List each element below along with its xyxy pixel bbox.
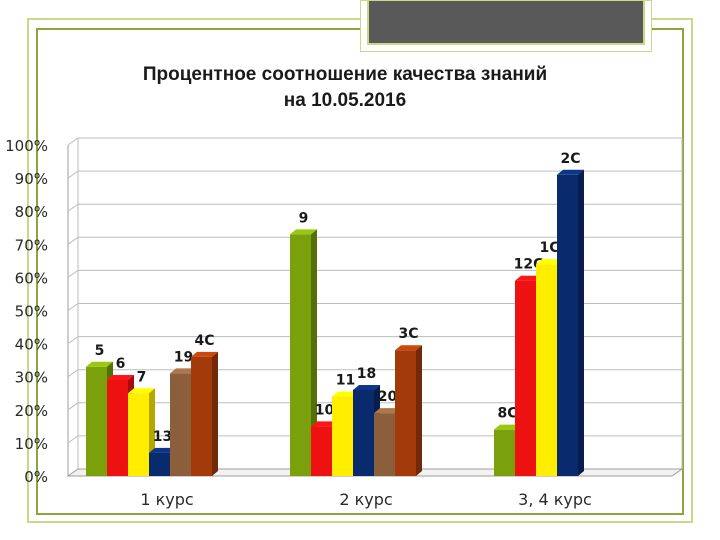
y-tick-label: 0% bbox=[24, 468, 48, 486]
y-tick-label: 90% bbox=[15, 170, 48, 188]
bar bbox=[395, 350, 416, 476]
bar-top bbox=[494, 424, 521, 430]
bar-data-label: 18 bbox=[357, 366, 376, 382]
y-tick-label: 40% bbox=[15, 336, 48, 354]
x-category-label: 1 курс bbox=[140, 490, 193, 509]
bar-data-label: 4С bbox=[194, 333, 214, 349]
bar-data-label: 5 bbox=[95, 343, 105, 359]
decorative-header-fill bbox=[367, 1, 645, 45]
bar bbox=[149, 452, 170, 476]
gridline bbox=[67, 170, 682, 179]
bar-top bbox=[191, 351, 218, 357]
y-tick-label: 80% bbox=[15, 203, 48, 221]
bar-top bbox=[536, 259, 563, 265]
bar bbox=[557, 174, 578, 477]
bar-top bbox=[128, 388, 155, 394]
bar-top bbox=[395, 345, 422, 351]
decorative-header-block bbox=[360, 0, 652, 52]
bar-data-label: 1С bbox=[539, 240, 559, 256]
bar-top bbox=[107, 375, 134, 381]
gridline bbox=[67, 303, 682, 311]
bar-top bbox=[86, 361, 113, 367]
bar-data-label: 3С bbox=[398, 326, 418, 342]
bar-data-label: 13 bbox=[153, 429, 172, 445]
bar-top bbox=[311, 421, 338, 427]
y-tick-label: 30% bbox=[15, 369, 48, 387]
bar bbox=[191, 356, 212, 476]
bar bbox=[170, 373, 191, 476]
bar-data-label: 10 bbox=[315, 402, 335, 418]
y-tick-label: 10% bbox=[15, 435, 48, 453]
bar-top bbox=[374, 408, 401, 414]
bar-data-label: 7 bbox=[137, 369, 147, 385]
bar bbox=[107, 380, 128, 476]
gridline bbox=[67, 203, 682, 212]
bar-data-label: 19 bbox=[174, 349, 193, 365]
bar bbox=[536, 264, 557, 476]
bar bbox=[128, 393, 149, 476]
bar-side bbox=[311, 229, 317, 476]
bar-top bbox=[557, 169, 584, 175]
bar bbox=[332, 396, 353, 476]
bar bbox=[311, 426, 332, 476]
y-tick-label: 100% bbox=[5, 137, 48, 155]
bar-top bbox=[353, 384, 380, 390]
bar-top bbox=[515, 275, 542, 281]
bar bbox=[86, 366, 107, 476]
bar bbox=[374, 413, 395, 476]
bar-data-label: 20 bbox=[378, 389, 398, 405]
bar-side bbox=[578, 169, 584, 477]
bar-top bbox=[332, 391, 359, 397]
y-tick-label: 50% bbox=[15, 303, 48, 321]
gridline bbox=[67, 336, 682, 345]
gridline bbox=[67, 236, 682, 245]
bar bbox=[515, 280, 536, 476]
bar-top bbox=[290, 229, 317, 235]
bar-top bbox=[149, 447, 176, 453]
y-tick-label: 70% bbox=[15, 236, 48, 254]
bar-data-label: 12С bbox=[514, 257, 544, 273]
gridline bbox=[67, 435, 682, 444]
bar-data-label: 8С bbox=[497, 406, 517, 422]
bar-data-label: 9 bbox=[299, 210, 309, 226]
gridline bbox=[67, 269, 682, 278]
x-category-label: 2 курс bbox=[339, 490, 392, 509]
gridline bbox=[67, 137, 682, 146]
bar bbox=[290, 234, 311, 476]
y-tick-label: 60% bbox=[15, 269, 48, 287]
y-tick-label: 20% bbox=[15, 402, 48, 420]
bar-side bbox=[212, 351, 218, 476]
bar bbox=[494, 429, 515, 476]
bar-data-label: 11 bbox=[336, 373, 355, 389]
gridline bbox=[67, 402, 682, 411]
bar-data-label: 2С bbox=[560, 151, 580, 167]
gridline bbox=[67, 369, 682, 378]
bar bbox=[353, 389, 374, 476]
bar-top bbox=[170, 368, 197, 374]
chart-title-line1: Процентное соотношение качества знаний bbox=[142, 64, 548, 85]
bar-data-label: 6 bbox=[116, 356, 126, 372]
x-category-label: 3, 4 курс bbox=[518, 490, 592, 509]
chart-title-line2: на 10.05.2016 bbox=[283, 90, 407, 111]
bar-side bbox=[416, 345, 422, 476]
chart-title: Процентное соотношение качества знаний н… bbox=[60, 62, 630, 114]
